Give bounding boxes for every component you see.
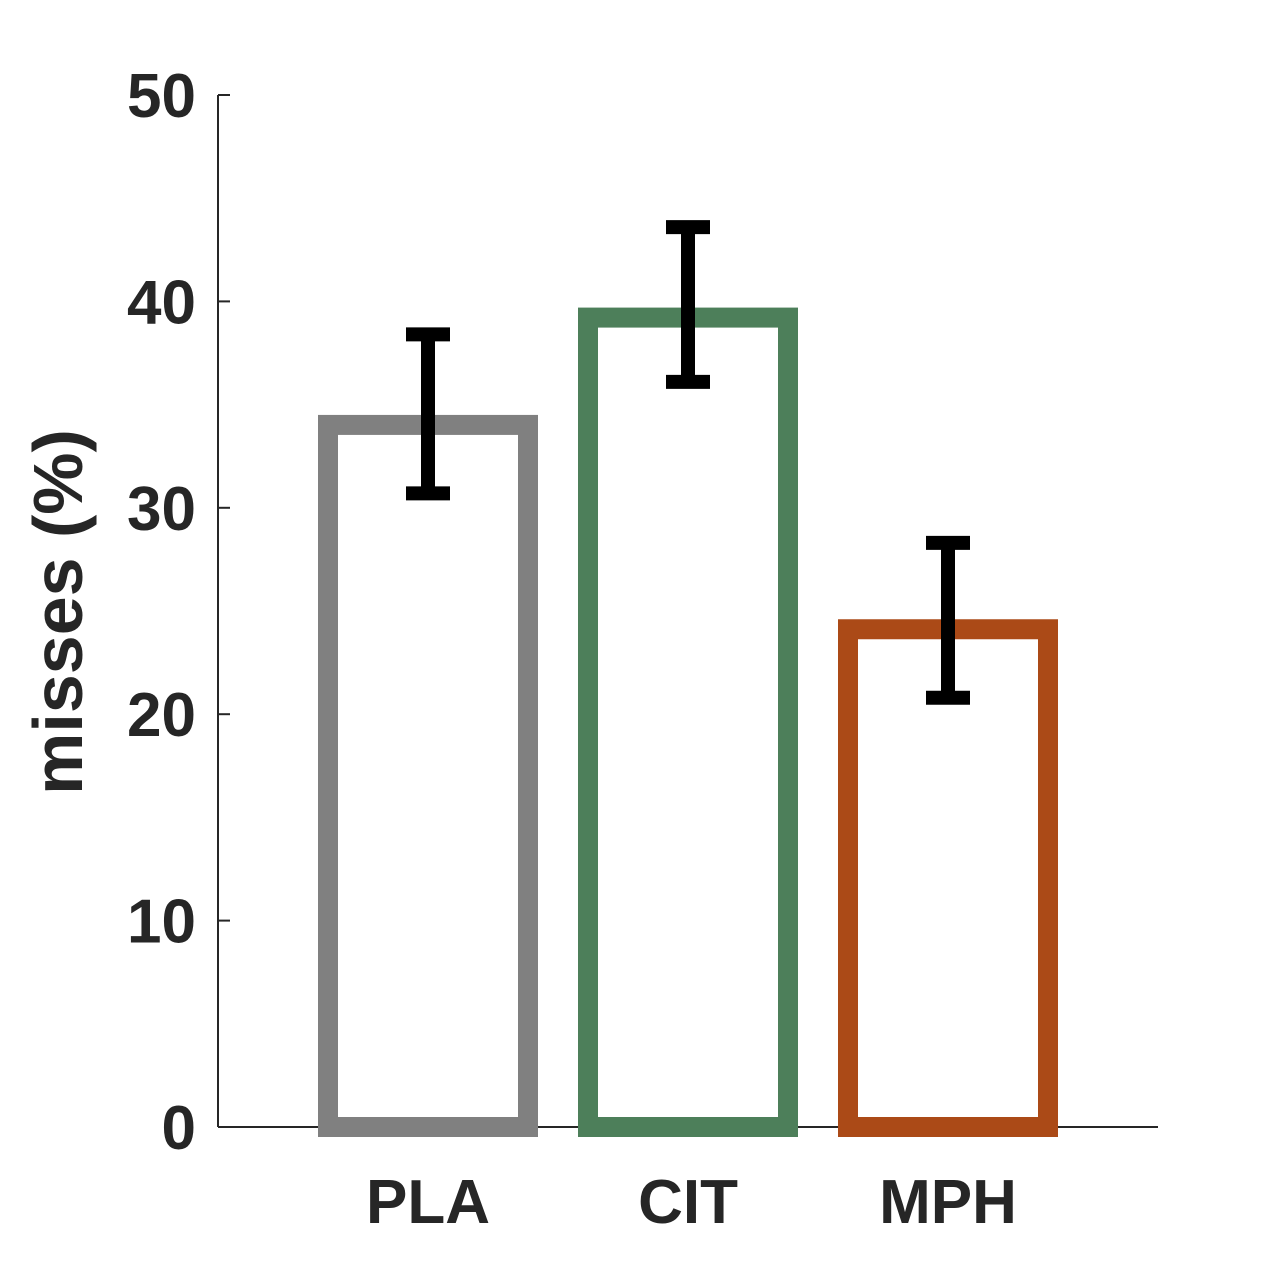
y-tick-label-0: 0 [162,1094,196,1163]
y-axis-title: misses (%) [19,429,97,795]
bar-cit [578,307,798,1138]
bar-pla [318,414,538,1138]
y-tick-label-4: 40 [127,268,196,337]
x-tick-label-cit: CIT [638,1168,738,1237]
x-tick-label-mph: MPH [879,1168,1017,1237]
x-tick-label-pla: PLA [366,1168,490,1237]
y-tick-label-5: 50 [127,62,196,131]
plot-area: 0 10 20 30 40 50 PLA CIT MPH [127,62,1158,1237]
bar-mph [838,619,1058,1137]
y-tick-label-3: 30 [127,475,196,544]
y-tick-label-1: 10 [127,888,196,957]
y-tick-label-2: 20 [127,681,196,750]
